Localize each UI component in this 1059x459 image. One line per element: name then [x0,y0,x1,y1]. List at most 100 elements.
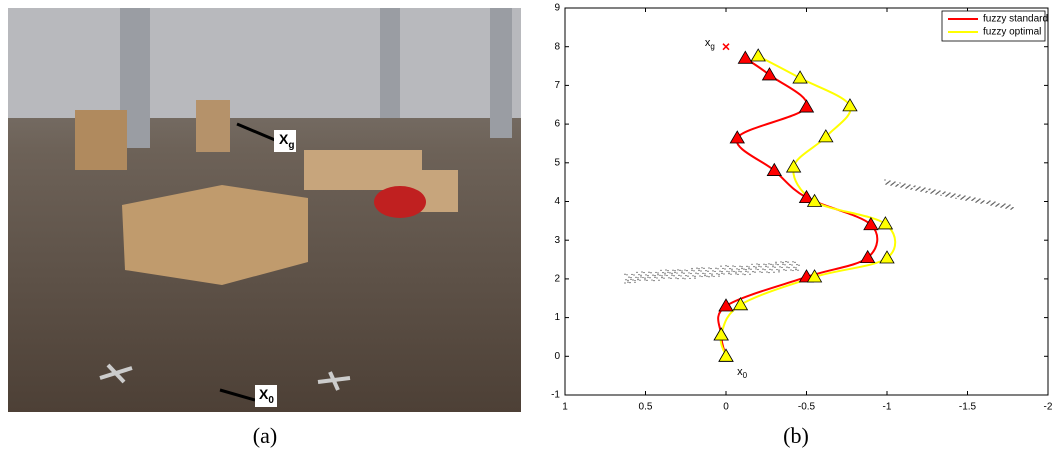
scan-point [653,280,654,281]
scan-point [680,275,681,276]
scan-point [735,273,736,274]
scan-point [980,203,981,204]
scan-point [694,276,695,277]
scan-point [719,271,720,272]
scan-point [920,191,921,192]
scan-point [630,279,631,280]
scan-point [978,199,979,200]
scan-point [965,200,966,201]
scan-point [790,269,791,270]
scan-point [768,263,769,264]
scan-point [916,189,917,190]
scan-point [778,270,779,271]
scan-point [743,268,744,269]
scan-point [687,276,688,277]
scan-point [722,268,723,269]
scan-point [775,262,776,263]
scan-point [705,270,706,271]
scan-point [908,185,909,186]
scan-point [704,275,705,276]
scan-point [773,272,774,273]
scan-point [730,274,731,275]
scan-point [1005,208,1006,209]
scan-point [1002,205,1003,206]
scan-point [753,266,754,267]
scan-point [691,270,692,271]
scan-point [737,274,738,275]
scan-point [933,190,934,191]
scan-point [886,183,887,184]
scan-point [977,200,978,201]
scan-point [894,181,895,182]
scan-point [638,274,639,275]
scan-point [950,197,951,198]
scan-point [701,267,702,268]
scan-point [640,275,641,276]
scan-point [721,273,722,274]
scan-point [925,192,926,193]
scan-point [998,203,999,204]
y-tick-label: 1 [554,312,560,323]
scan-point [708,267,709,268]
scan-point [674,272,675,273]
scan-point [778,271,779,272]
scan-point [768,272,769,273]
caption: (b) [783,423,809,448]
scan-point [626,274,627,275]
scan-point [648,272,649,273]
scan-point [706,276,707,277]
scan-point [711,274,712,275]
scan-point [959,194,960,195]
scan-point [794,262,795,263]
scan-point [733,271,734,272]
scan-point [967,198,968,199]
scan-point [739,266,740,267]
y-tick-label: 2 [554,274,560,285]
scan-point [749,274,750,275]
scan-point [690,273,691,274]
scan-point [969,196,970,197]
scan-point [668,277,669,278]
scan-point [924,187,925,188]
photo-label-sub: g [288,140,294,151]
scan-point [664,273,665,274]
scan-point [779,266,780,267]
legend: fuzzy standardfuzzy optimal [942,11,1048,41]
scan-point [758,264,759,265]
scan-point [992,203,993,204]
scan-point [889,180,890,181]
legend-label: fuzzy standard [983,14,1048,25]
scan-point [1000,207,1001,208]
scan-point [654,277,655,278]
scan-point [937,192,938,193]
scan-point [763,264,764,265]
scan-point [767,266,768,267]
scan-point [675,277,676,278]
scan-point [658,280,659,281]
scan-point [1009,204,1010,205]
scan-point [691,268,692,269]
scan-point [922,189,923,190]
scan-point [788,267,789,268]
scan-point [669,272,670,273]
scan-point [639,280,640,281]
scan-point [976,201,977,202]
scan-point [787,262,788,263]
scan-point [939,190,940,191]
scan-point [795,267,796,268]
scan-point [1003,204,1004,205]
scan-point [630,277,631,278]
scan-point [961,198,962,199]
scan-point [765,266,766,267]
scan-point [796,264,797,265]
scan-point [640,276,641,277]
scan-point [717,268,718,269]
scan-point [942,193,943,194]
scan-point [954,193,955,194]
y-tick-label: 9 [554,3,560,14]
scan-point [708,276,709,277]
scan-point [892,183,893,184]
scan-point [635,277,636,278]
scan-point [684,278,685,279]
scan-point [780,261,781,262]
